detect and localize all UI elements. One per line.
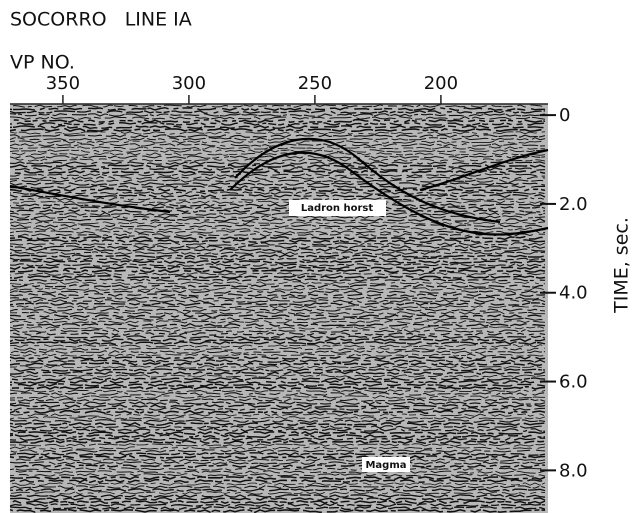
- x-tick-label: 250: [298, 73, 332, 94]
- figure: SOCORRO LINE IA VP NO. TIME, sec. Ladron…: [0, 0, 643, 513]
- x-axis-label: VP NO.: [10, 52, 75, 74]
- y-axis-label: TIME, sec.: [611, 217, 633, 314]
- y-tick-label: 6.0: [559, 372, 588, 393]
- annotation: Magma: [365, 460, 406, 471]
- x-tick-label: 300: [172, 73, 206, 94]
- x-tick-label: 200: [424, 73, 458, 94]
- y-tick-label: 2.0: [559, 194, 588, 215]
- title: SOCORRO LINE IA: [10, 9, 192, 31]
- y-tick-label: 0: [559, 105, 570, 126]
- y-tick-label: 4.0: [559, 283, 588, 304]
- y-tick-label: 8.0: [559, 460, 588, 481]
- annotation: Ladron horst: [301, 203, 374, 214]
- x-tick-label: 350: [46, 73, 80, 94]
